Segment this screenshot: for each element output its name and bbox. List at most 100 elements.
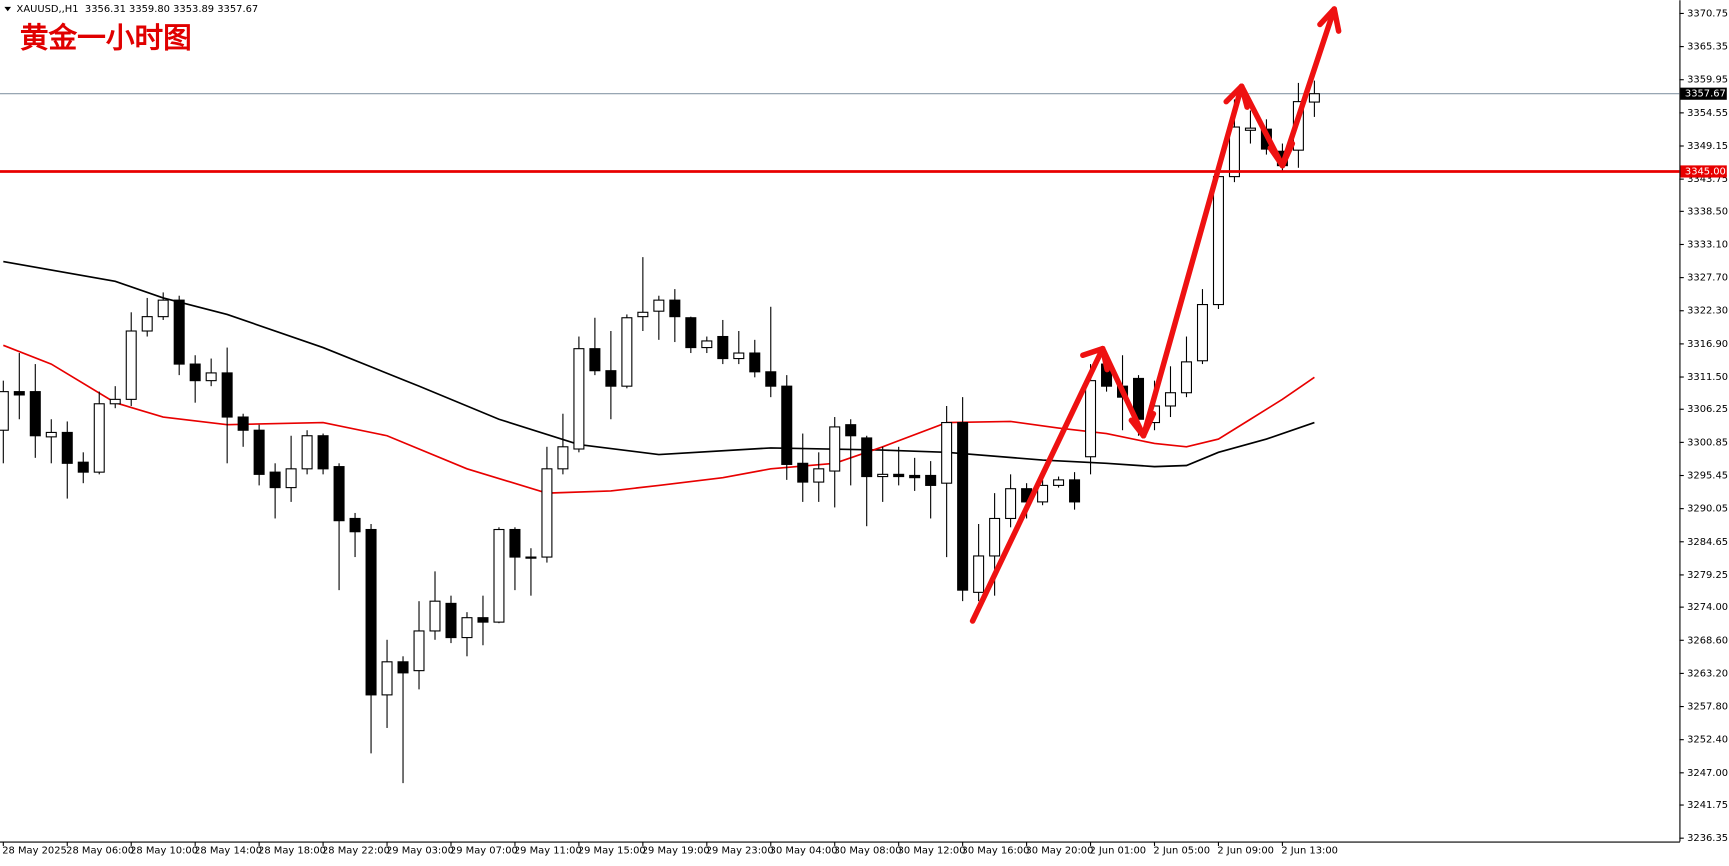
y-tick-label: 3284.65 bbox=[1687, 537, 1728, 548]
y-tick-label: 3300.85 bbox=[1687, 437, 1728, 448]
y-tick-label: 3322.30 bbox=[1687, 306, 1728, 317]
candle-body bbox=[125, 330, 137, 400]
arrow-segment bbox=[1099, 345, 1147, 439]
candle-body bbox=[861, 437, 873, 478]
candle-body bbox=[733, 352, 745, 360]
candle-body bbox=[765, 371, 777, 387]
y-tick-label: 3295.45 bbox=[1687, 471, 1728, 482]
x-tick-label: 28 May 22:00 bbox=[322, 845, 390, 856]
candle-body bbox=[13, 391, 25, 396]
candle-body bbox=[237, 416, 249, 431]
y-tick-label: 3306.25 bbox=[1687, 404, 1728, 415]
plot-area bbox=[0, 80, 1680, 784]
candle-body bbox=[637, 311, 649, 318]
candle-body bbox=[93, 403, 105, 473]
candle-body bbox=[269, 471, 281, 489]
y-tick-label: 3268.60 bbox=[1687, 635, 1728, 646]
y-tick-label: 3311.50 bbox=[1687, 372, 1728, 383]
candle-body bbox=[781, 385, 793, 465]
x-tick-label: 29 May 15:00 bbox=[578, 845, 646, 856]
y-tick-label: 3349.15 bbox=[1687, 141, 1728, 152]
x-tick-label: 2 Jun 05:00 bbox=[1153, 845, 1210, 856]
x-tick-label: 29 May 07:00 bbox=[450, 845, 518, 856]
candle-body bbox=[189, 363, 201, 382]
candle-body bbox=[1053, 479, 1065, 486]
x-tick-label: 2 Jun 09:00 bbox=[1217, 845, 1274, 856]
x-tick-label: 29 May 19:00 bbox=[642, 845, 710, 856]
candle-body bbox=[381, 661, 393, 696]
candle-body bbox=[605, 370, 617, 387]
y-tick-label: 3354.55 bbox=[1687, 108, 1728, 119]
candle-body bbox=[221, 372, 233, 418]
symbol: XAUUSD,,H1 bbox=[17, 4, 79, 15]
candle-body bbox=[1180, 361, 1192, 394]
candle-body bbox=[317, 435, 329, 470]
candle-body bbox=[1244, 127, 1256, 131]
candle-body bbox=[445, 602, 457, 639]
candle-body bbox=[973, 555, 985, 593]
candle-body bbox=[253, 429, 265, 475]
candle-body bbox=[925, 474, 937, 486]
candle-body bbox=[813, 468, 825, 483]
candle-body bbox=[413, 630, 425, 672]
candle-body bbox=[205, 372, 217, 382]
candle-body bbox=[541, 468, 553, 558]
candle-body bbox=[701, 340, 713, 349]
price-label: 3357.67 bbox=[1685, 89, 1726, 100]
candle-body bbox=[301, 435, 313, 470]
x-tick-label: 28 May 2025 bbox=[2, 845, 67, 856]
chart-title: 黄金一小时图 bbox=[20, 22, 192, 55]
candle-body bbox=[45, 431, 57, 438]
arrow-segment bbox=[969, 345, 1106, 624]
x-tick-label: 29 May 23:00 bbox=[706, 845, 774, 856]
candle-body bbox=[461, 617, 473, 639]
candle-body bbox=[749, 352, 761, 373]
candle-body bbox=[829, 426, 841, 472]
candle-body bbox=[685, 317, 697, 349]
candle-body bbox=[877, 473, 889, 478]
candle-body bbox=[1228, 126, 1240, 178]
y-tick-label: 3290.05 bbox=[1687, 504, 1728, 515]
candle-body bbox=[621, 317, 633, 387]
candle-body bbox=[509, 528, 521, 558]
y-tick-label: 3343.75 bbox=[1687, 174, 1728, 185]
candle-body bbox=[717, 335, 729, 360]
candle-body bbox=[141, 316, 153, 332]
candle-body bbox=[589, 348, 601, 372]
candle-body bbox=[845, 424, 857, 437]
moving-average bbox=[3, 260, 1315, 468]
y-tick-label: 3257.80 bbox=[1687, 702, 1728, 713]
y-tick-label: 3279.25 bbox=[1687, 570, 1728, 581]
x-tick-label: 29 May 03:00 bbox=[386, 845, 454, 856]
candle-body bbox=[1212, 176, 1224, 306]
candle-body bbox=[1196, 304, 1208, 362]
candle-body bbox=[573, 348, 585, 450]
candle-body bbox=[557, 446, 569, 470]
candle-body bbox=[525, 556, 537, 559]
x-tick-label: 28 May 10:00 bbox=[130, 845, 198, 856]
candle-body bbox=[893, 473, 905, 478]
candle-body bbox=[285, 468, 297, 489]
x-tick-label: 29 May 11:00 bbox=[514, 845, 582, 856]
x-tick-label: 30 May 20:00 bbox=[1025, 845, 1093, 856]
y-tick-label: 3365.35 bbox=[1687, 42, 1728, 53]
candle-body bbox=[157, 299, 169, 318]
ohlc-readout: 3356.31 3359.80 3353.89 3357.67 bbox=[85, 4, 258, 15]
candle-body bbox=[77, 461, 89, 473]
candle-body bbox=[1069, 479, 1081, 503]
candle-body bbox=[349, 517, 361, 533]
x-tick-label: 30 May 12:00 bbox=[898, 845, 966, 856]
level-label-box bbox=[1680, 165, 1727, 178]
y-tick-label: 3263.20 bbox=[1687, 668, 1728, 679]
candle-body bbox=[669, 299, 681, 318]
candle-body bbox=[1164, 392, 1177, 407]
candle-body bbox=[1085, 380, 1097, 458]
trend-arrows bbox=[969, 6, 1342, 624]
y-tick-label: 3316.90 bbox=[1687, 339, 1728, 350]
y-tick-label: 3247.00 bbox=[1687, 768, 1728, 779]
x-tick-label: 30 May 08:00 bbox=[834, 845, 902, 856]
x-tick-label: 30 May 16:00 bbox=[962, 845, 1030, 856]
y-tick-label: 3236.35 bbox=[1687, 833, 1728, 844]
